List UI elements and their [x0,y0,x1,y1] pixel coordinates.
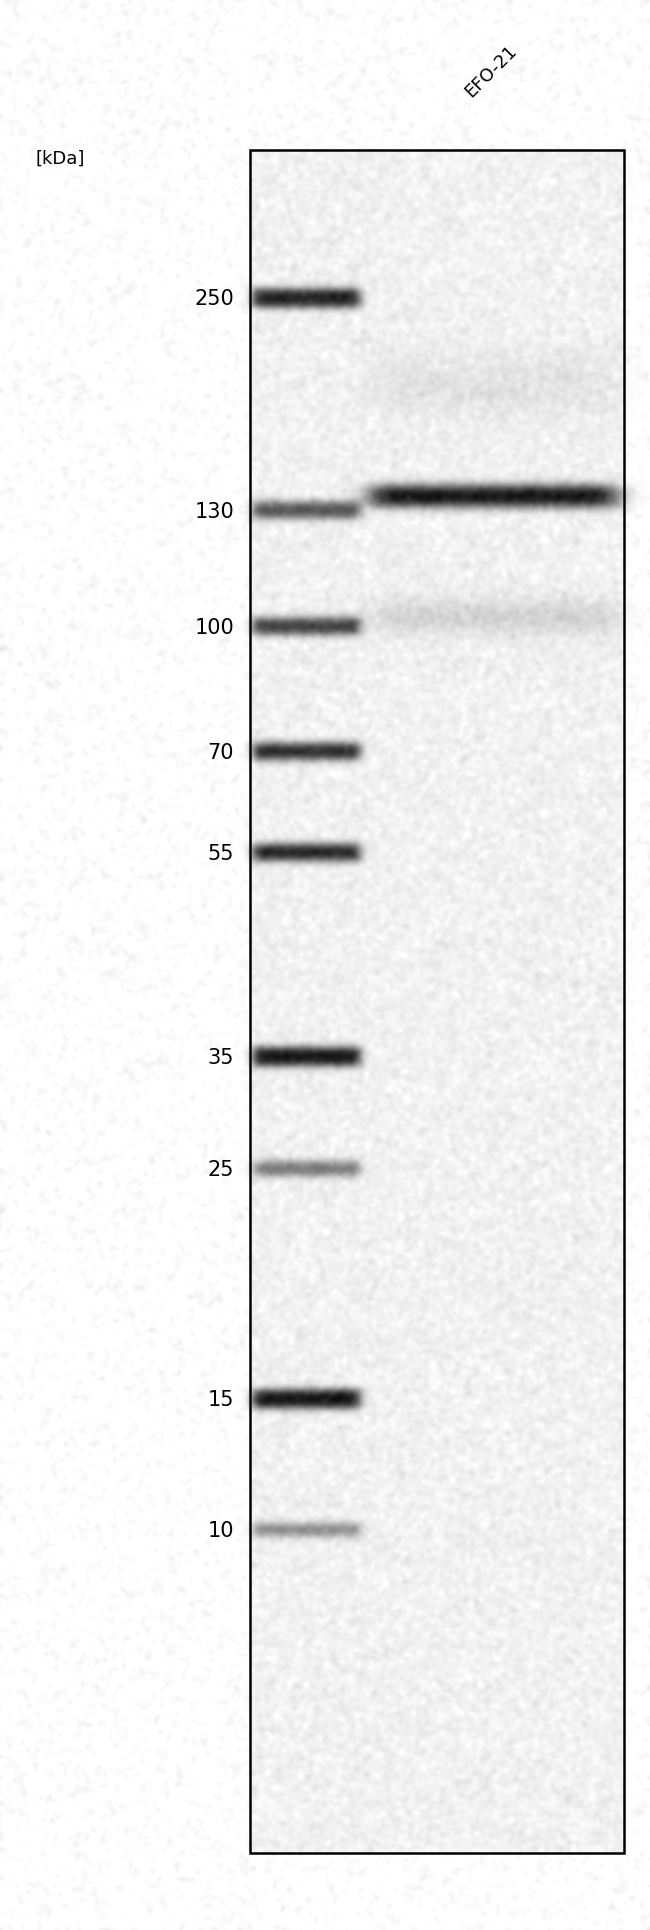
Text: [kDa]: [kDa] [36,149,85,168]
Text: EFO-21: EFO-21 [462,41,521,100]
Text: 25: 25 [207,1160,234,1179]
Text: 130: 130 [194,502,234,521]
Text: 35: 35 [207,1048,234,1067]
Text: 10: 10 [207,1521,234,1540]
Text: 100: 100 [194,618,234,637]
Text: 250: 250 [194,290,234,309]
Text: 70: 70 [207,743,234,762]
Text: 15: 15 [207,1390,234,1409]
Text: 55: 55 [207,843,234,863]
Bar [250,151,624,1853]
